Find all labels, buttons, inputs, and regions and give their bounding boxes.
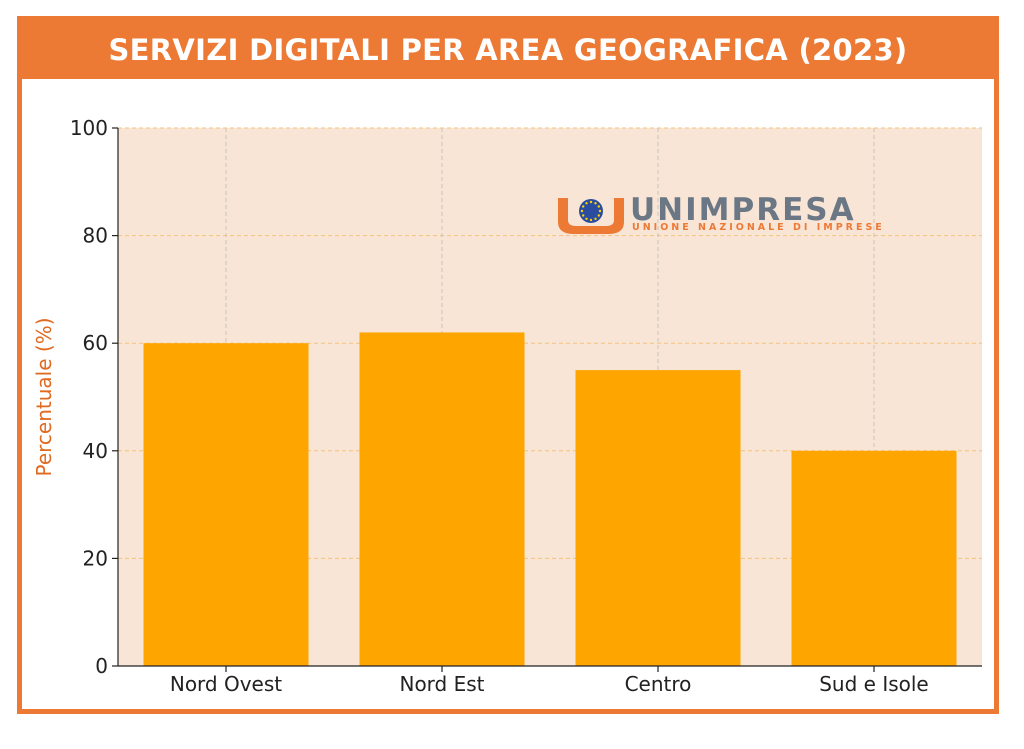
x-tick-label: Nord Est (399, 672, 484, 696)
x-tick-label: Centro (625, 672, 692, 696)
x-tick-label: Nord Ovest (170, 672, 282, 696)
x-tick-label: Sud e Isole (819, 672, 929, 696)
logo-name: UNIMPRESA (630, 192, 856, 228)
y-tick-label: 40 (83, 439, 108, 463)
bar-nord-ovest (143, 343, 309, 666)
bar-centro (575, 370, 741, 666)
y-tick-label: 60 (83, 331, 108, 355)
bar-nord-est (359, 332, 525, 666)
y-axis-label: Percentuale (%) (32, 317, 56, 476)
y-tick-label: 0 (95, 654, 108, 678)
title-banner: SERVIZI DIGITALI PER AREA GEOGRAFICA (20… (22, 21, 994, 79)
logo-tagline: UNIONE NAZIONALE DI IMPRESE (632, 222, 885, 233)
eu-stars-emblem-icon (558, 198, 624, 234)
unimpresa-logo: UNIMPRESA UNIONE NAZIONALE DI IMPRESE (556, 192, 918, 238)
y-tick-label: 20 (83, 546, 108, 570)
y-tick-label: 80 (83, 224, 108, 248)
y-tick-label: 100 (70, 116, 108, 140)
bar-sud-e-isole (791, 450, 957, 666)
chart-title: SERVIZI DIGITALI PER AREA GEOGRAFICA (20… (108, 33, 908, 67)
